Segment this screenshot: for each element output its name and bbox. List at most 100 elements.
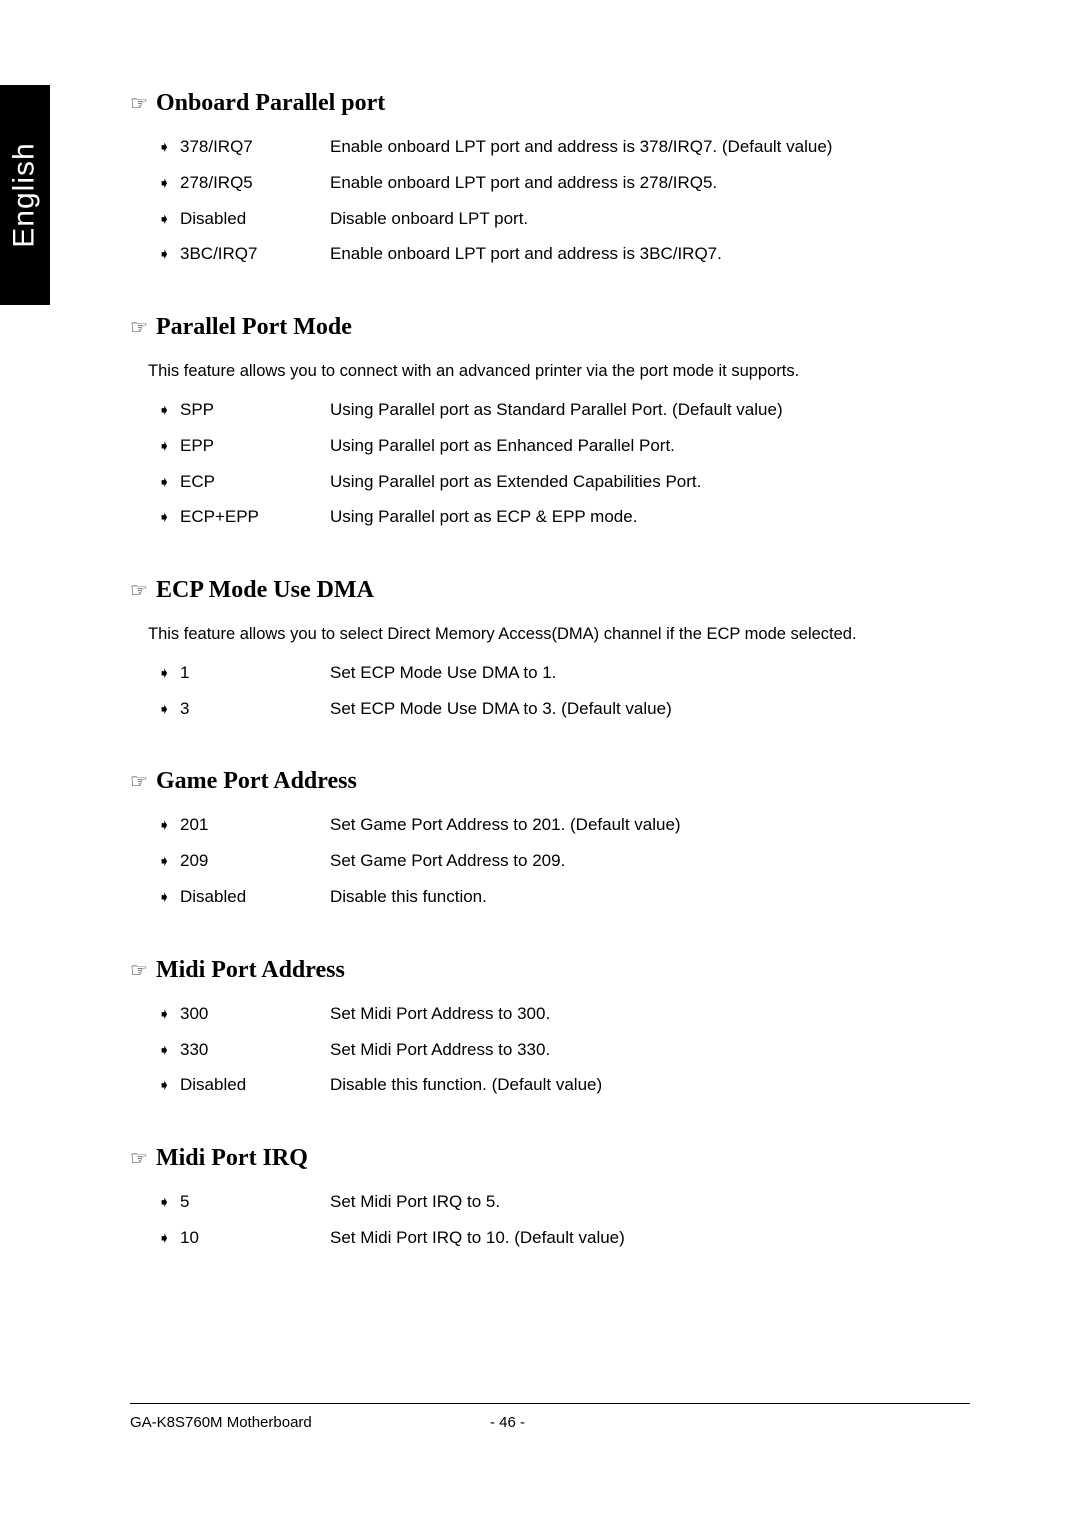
option-desc: Set Game Port Address to 209. xyxy=(330,849,565,873)
footer-rule xyxy=(130,1403,970,1404)
option-desc: Set Midi Port Address to 300. xyxy=(330,1002,550,1026)
footer-page-number: - 46 - xyxy=(490,1414,525,1431)
section-title: Onboard Parallel port xyxy=(156,90,385,117)
section-title: Game Port Address xyxy=(156,768,357,795)
section-intro: This feature allows you to select Direct… xyxy=(148,622,970,647)
bullet-icon: ➧ xyxy=(158,473,174,491)
bullet-icon: ➧ xyxy=(158,664,174,682)
option-desc: Enable onboard LPT port and address is 2… xyxy=(330,171,717,195)
option-label: 378/IRQ7 xyxy=(180,137,330,157)
option-row: ➧ Disabled Disable this function. xyxy=(158,885,970,909)
bullet-icon: ➧ xyxy=(158,138,174,156)
bullet-icon: ➧ xyxy=(158,852,174,870)
section-header: ☞ Onboard Parallel port xyxy=(130,90,970,117)
footer-product: GA-K8S760M Motherboard xyxy=(130,1414,490,1431)
option-row: ➧ 201 Set Game Port Address to 201. (Def… xyxy=(158,813,970,837)
section-ecp-mode-use-dma: ☞ ECP Mode Use DMA This feature allows y… xyxy=(130,577,970,720)
option-desc: Set ECP Mode Use DMA to 3. (Default valu… xyxy=(330,697,672,721)
section-title: Midi Port Address xyxy=(156,957,345,984)
page-footer: GA-K8S760M Motherboard - 46 - xyxy=(130,1403,970,1431)
hand-icon: ☞ xyxy=(130,315,148,340)
option-row: ➧ SPP Using Parallel port as Standard Pa… xyxy=(158,398,970,422)
bullet-icon: ➧ xyxy=(158,245,174,263)
option-label: ECP+EPP xyxy=(180,507,330,527)
bullet-icon: ➧ xyxy=(158,816,174,834)
option-label: 5 xyxy=(180,1192,330,1212)
bullet-icon: ➧ xyxy=(158,210,174,228)
option-desc: Set Game Port Address to 201. (Default v… xyxy=(330,813,681,837)
option-row: ➧ ECP Using Parallel port as Extended Ca… xyxy=(158,470,970,494)
language-tab: English xyxy=(0,85,50,305)
bullet-icon: ➧ xyxy=(158,437,174,455)
bullet-icon: ➧ xyxy=(158,1193,174,1211)
page-content: ☞ Onboard Parallel port ➧ 378/IRQ7 Enabl… xyxy=(130,90,970,1298)
option-label: 1 xyxy=(180,663,330,683)
option-label: 3BC/IRQ7 xyxy=(180,244,330,264)
option-label: 209 xyxy=(180,851,330,871)
section-title: Parallel Port Mode xyxy=(156,314,352,341)
section-title: Midi Port IRQ xyxy=(156,1145,308,1172)
bullet-icon: ➧ xyxy=(158,1076,174,1094)
bullet-icon: ➧ xyxy=(158,1041,174,1059)
hand-icon: ☞ xyxy=(130,958,148,983)
option-row: ➧ 330 Set Midi Port Address to 330. xyxy=(158,1038,970,1062)
section-midi-port-irq: ☞ Midi Port IRQ ➧ 5 Set Midi Port IRQ to… xyxy=(130,1145,970,1250)
option-row: ➧ Disabled Disable onboard LPT port. xyxy=(158,207,970,231)
option-desc: Disable onboard LPT port. xyxy=(330,207,528,231)
option-label: SPP xyxy=(180,400,330,420)
option-label: 300 xyxy=(180,1004,330,1024)
option-desc: Using Parallel port as Standard Parallel… xyxy=(330,398,783,422)
option-row: ➧ 209 Set Game Port Address to 209. xyxy=(158,849,970,873)
option-desc: Disable this function. xyxy=(330,885,487,909)
section-midi-port-address: ☞ Midi Port Address ➧ 300 Set Midi Port … xyxy=(130,957,970,1097)
option-label: Disabled xyxy=(180,887,330,907)
option-row: ➧ EPP Using Parallel port as Enhanced Pa… xyxy=(158,434,970,458)
section-game-port-address: ☞ Game Port Address ➧ 201 Set Game Port … xyxy=(130,768,970,908)
section-header: ☞ Midi Port Address xyxy=(130,957,970,984)
hand-icon: ☞ xyxy=(130,578,148,603)
option-label: Disabled xyxy=(180,1075,330,1095)
hand-icon: ☞ xyxy=(130,1146,148,1171)
bullet-icon: ➧ xyxy=(158,700,174,718)
option-label: EPP xyxy=(180,436,330,456)
bullet-icon: ➧ xyxy=(158,1005,174,1023)
option-label: 201 xyxy=(180,815,330,835)
option-row: ➧ 10 Set Midi Port IRQ to 10. (Default v… xyxy=(158,1226,970,1250)
section-intro: This feature allows you to connect with … xyxy=(148,359,970,384)
option-desc: Using Parallel port as Enhanced Parallel… xyxy=(330,434,675,458)
option-row: ➧ 3BC/IRQ7 Enable onboard LPT port and a… xyxy=(158,242,970,266)
option-row: ➧ Disabled Disable this function. (Defau… xyxy=(158,1073,970,1097)
bullet-icon: ➧ xyxy=(158,174,174,192)
option-label: 10 xyxy=(180,1228,330,1248)
option-row: ➧ 300 Set Midi Port Address to 300. xyxy=(158,1002,970,1026)
option-desc: Using Parallel port as Extended Capabili… xyxy=(330,470,701,494)
option-row: ➧ 378/IRQ7 Enable onboard LPT port and a… xyxy=(158,135,970,159)
option-row: ➧ 278/IRQ5 Enable onboard LPT port and a… xyxy=(158,171,970,195)
option-label: 330 xyxy=(180,1040,330,1060)
option-desc: Enable onboard LPT port and address is 3… xyxy=(330,135,832,159)
hand-icon: ☞ xyxy=(130,91,148,116)
option-desc: Set ECP Mode Use DMA to 1. xyxy=(330,661,556,685)
section-header: ☞ Midi Port IRQ xyxy=(130,1145,970,1172)
option-row: ➧ 3 Set ECP Mode Use DMA to 3. (Default … xyxy=(158,697,970,721)
section-header: ☞ ECP Mode Use DMA xyxy=(130,577,970,604)
section-header: ☞ Parallel Port Mode xyxy=(130,314,970,341)
bullet-icon: ➧ xyxy=(158,401,174,419)
bullet-icon: ➧ xyxy=(158,1229,174,1247)
option-label: 3 xyxy=(180,699,330,719)
section-parallel-port-mode: ☞ Parallel Port Mode This feature allows… xyxy=(130,314,970,529)
option-desc: Disable this function. (Default value) xyxy=(330,1073,602,1097)
bullet-icon: ➧ xyxy=(158,508,174,526)
hand-icon: ☞ xyxy=(130,769,148,794)
bullet-icon: ➧ xyxy=(158,888,174,906)
section-title: ECP Mode Use DMA xyxy=(156,577,374,604)
section-header: ☞ Game Port Address xyxy=(130,768,970,795)
option-desc: Using Parallel port as ECP & EPP mode. xyxy=(330,505,637,529)
option-label: 278/IRQ5 xyxy=(180,173,330,193)
section-onboard-parallel-port: ☞ Onboard Parallel port ➧ 378/IRQ7 Enabl… xyxy=(130,90,970,266)
option-label: Disabled xyxy=(180,209,330,229)
option-row: ➧ 1 Set ECP Mode Use DMA to 1. xyxy=(158,661,970,685)
option-label: ECP xyxy=(180,472,330,492)
language-tab-label: English xyxy=(8,142,42,247)
footer-text: GA-K8S760M Motherboard - 46 - xyxy=(130,1414,970,1431)
